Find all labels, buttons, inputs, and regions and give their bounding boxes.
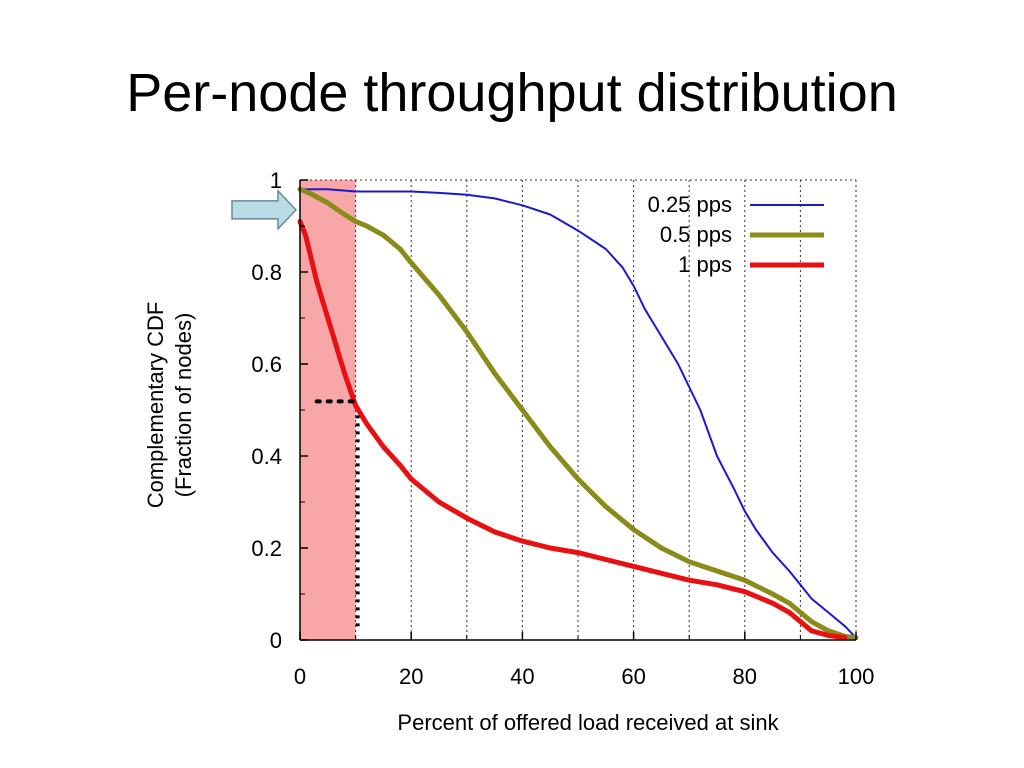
series-line-2 xyxy=(297,218,848,641)
y-tick-label: 1 xyxy=(270,168,282,193)
tick-layer: 0 20 40 60 80 100 0 0.2 0.4 0.6 0.8 1 xyxy=(251,168,874,689)
legend: 0.25 pps 0.5 pps 1 pps xyxy=(648,192,824,277)
slide-title: Per-node throughput distribution xyxy=(126,63,898,123)
y-axis-label-line: (Fraction of nodes) xyxy=(171,313,196,498)
series-line-0 xyxy=(299,188,857,639)
arrow-icon xyxy=(231,189,298,231)
x-tick-label: 60 xyxy=(621,664,645,689)
legend-label: 1 pps xyxy=(678,252,732,277)
marker-layer xyxy=(314,399,360,627)
x-axis-label: Percent of offered load received at sink xyxy=(397,710,779,735)
y-tick-label: 0.6 xyxy=(251,352,282,377)
legend-label: 0.5 pps xyxy=(660,222,732,247)
grid-layer xyxy=(300,179,857,640)
legend-label: 0.25 pps xyxy=(648,192,732,217)
y-tick-label: 0.8 xyxy=(251,260,282,285)
series-line-1 xyxy=(297,186,859,641)
y-tick-label: 0.4 xyxy=(251,444,282,469)
x-tick-label: 20 xyxy=(399,664,423,689)
series-layer xyxy=(297,186,859,641)
y-tick-label: 0.2 xyxy=(251,536,282,561)
x-tick-label: 0 xyxy=(294,664,306,689)
y-axis-label-line: Complementary CDF xyxy=(143,302,168,509)
y-tick-label: 0 xyxy=(270,628,282,653)
y-axis-label: Complementary CDF (Fraction of nodes) xyxy=(143,302,196,509)
x-tick-label: 80 xyxy=(733,664,757,689)
x-tick-label: 100 xyxy=(838,664,875,689)
x-tick-label: 40 xyxy=(510,664,534,689)
arrow-layer xyxy=(231,189,298,231)
